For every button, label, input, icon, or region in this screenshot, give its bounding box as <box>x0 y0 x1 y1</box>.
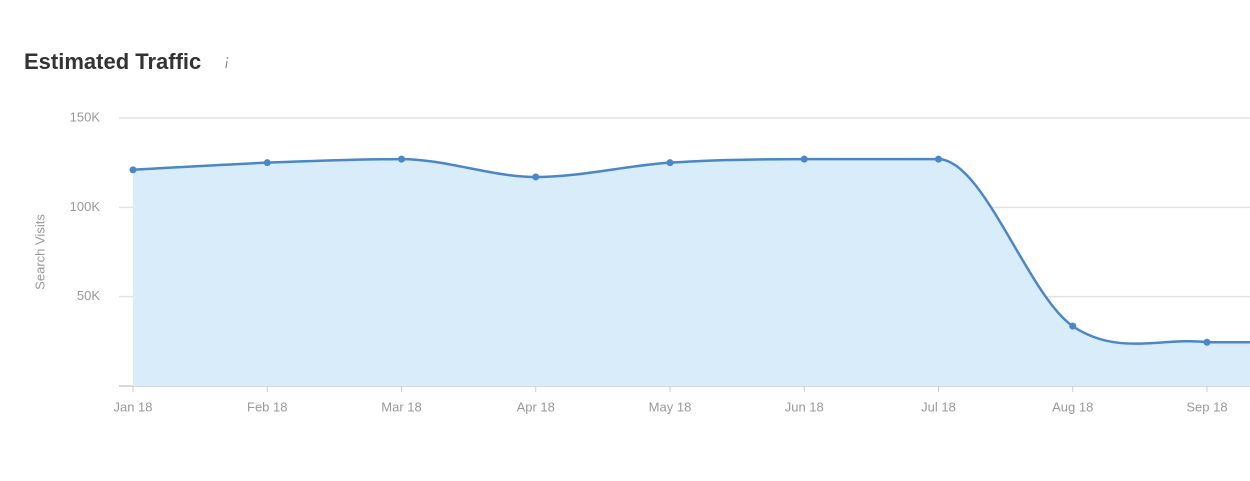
y-axis-label: Search Visits <box>32 214 47 290</box>
point <box>532 173 540 181</box>
area-fill <box>133 159 1250 386</box>
x-tick-label: Jul 18 <box>921 399 956 414</box>
point <box>935 155 942 163</box>
point <box>1203 338 1211 346</box>
info-icon[interactable] <box>225 57 229 69</box>
y-tick-label: 100K <box>70 199 101 214</box>
chart-title: Estimated Traffic <box>24 49 201 74</box>
point <box>1069 322 1077 330</box>
x-tick-label: Aug 18 <box>1052 399 1093 414</box>
point <box>800 155 808 163</box>
point <box>129 166 137 174</box>
point <box>666 159 674 167</box>
x-tick-label: May 18 <box>649 399 692 414</box>
x-tick-label: Jun 18 <box>785 399 824 414</box>
x-tick-label: Jan 18 <box>113 399 152 414</box>
x-tick-label: Feb 18 <box>247 399 287 414</box>
x-tick-label: Sep 18 <box>1186 399 1227 414</box>
line <box>132 157 1250 345</box>
x-tick-label: Mar 18 <box>381 399 421 414</box>
point <box>398 155 405 163</box>
point <box>263 159 271 167</box>
y-tick-label: 50K <box>77 288 100 303</box>
x-tick-label: Apr 18 <box>517 399 555 414</box>
y-tick-label: 150K <box>70 109 101 124</box>
